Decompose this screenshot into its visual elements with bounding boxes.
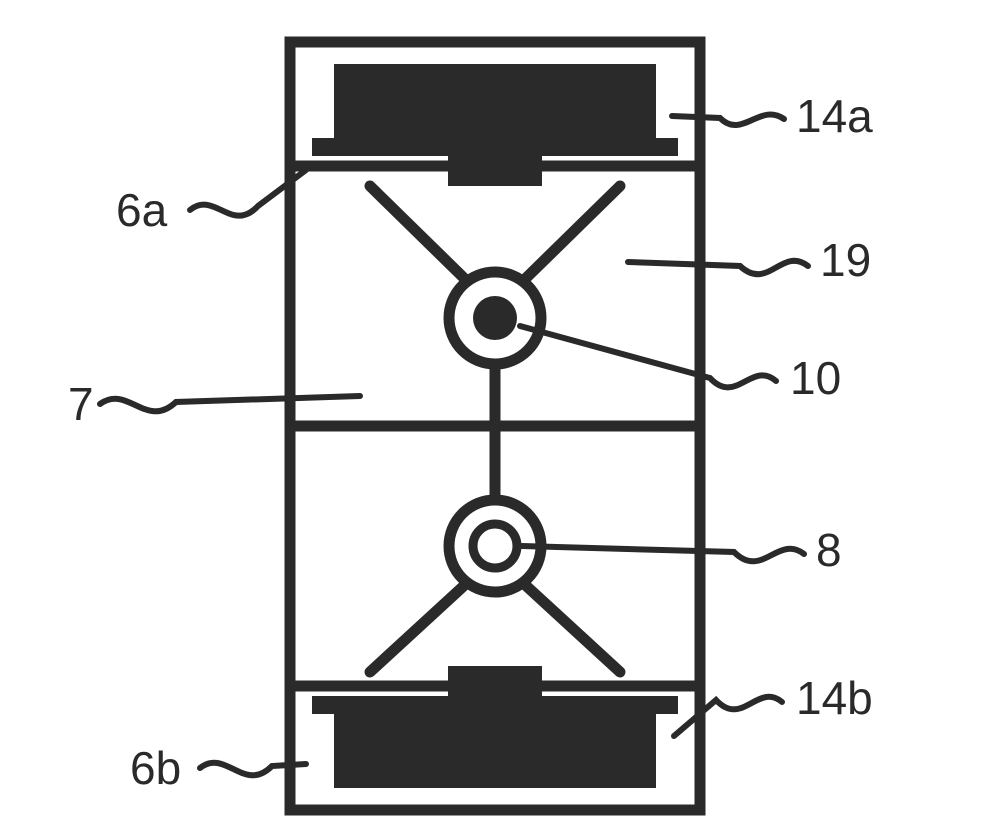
leader-7 <box>100 396 360 411</box>
bottom-tab <box>448 666 542 696</box>
leader-10 <box>520 326 776 387</box>
label-19: 19 <box>820 234 871 286</box>
bottom-slot-right <box>656 714 678 788</box>
label-6b: 6b <box>130 742 181 794</box>
strut-bottom-left <box>370 582 468 672</box>
strut-bottom-right <box>522 582 620 672</box>
strut-top-left <box>370 186 468 282</box>
label-6a: 6a <box>116 184 168 236</box>
top-inner-disc <box>473 296 517 340</box>
label-14b: 14b <box>796 672 873 724</box>
top-block <box>312 64 678 156</box>
top-slot-right <box>656 64 678 138</box>
leader-14a <box>672 114 784 125</box>
technical-drawing: 7 8 10 19 14a 6a 14b 6b <box>0 0 1000 837</box>
leader-8 <box>522 546 804 561</box>
strut-top-right <box>522 186 620 282</box>
label-14a: 14a <box>796 90 873 142</box>
label-7: 7 <box>68 378 94 430</box>
bottom-slot-left <box>312 714 334 788</box>
bottom-block <box>312 696 678 788</box>
leader-19 <box>628 261 808 274</box>
top-slot-left <box>312 64 334 138</box>
leader-14b <box>674 697 782 736</box>
label-10: 10 <box>790 352 841 404</box>
top-tab <box>448 156 542 186</box>
label-8: 8 <box>816 524 842 576</box>
